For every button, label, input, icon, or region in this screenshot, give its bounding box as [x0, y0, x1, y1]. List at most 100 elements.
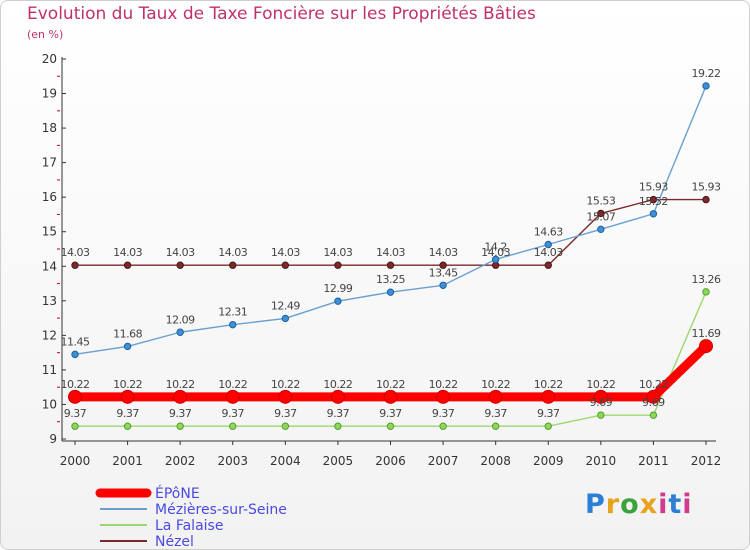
data-point: [386, 288, 395, 296]
data-label: 12.31: [218, 306, 247, 319]
x-tick-label: 2002: [165, 454, 196, 468]
data-point: [281, 314, 290, 323]
data-point: [488, 389, 503, 404]
data-label: 9.37: [432, 407, 455, 420]
data-point: [597, 411, 605, 419]
data-label: 15.53: [586, 194, 615, 207]
data-point: [229, 320, 237, 329]
data-label: 14.03: [481, 246, 510, 259]
y-tick-label: 14: [42, 259, 57, 273]
data-point: [334, 297, 342, 305]
x-tick-label: 2011: [638, 454, 669, 468]
data-point: [439, 422, 447, 430]
data-point: [439, 281, 447, 289]
data-label: 15.52: [639, 195, 668, 208]
data-point: [229, 261, 237, 269]
data-point: [649, 411, 658, 419]
data-point: [597, 225, 605, 234]
y-tick-label: 9: [49, 432, 57, 446]
data-point: [541, 389, 556, 404]
data-point: [176, 422, 184, 430]
data-label: 14.03: [166, 246, 195, 259]
data-label: 10.22: [166, 378, 195, 391]
data-label: 9.37: [116, 407, 139, 420]
y-tick-label: 19: [42, 87, 57, 101]
data-label: 15.93: [692, 181, 721, 194]
data-label: 10.22: [534, 378, 563, 391]
data-point: [120, 389, 135, 404]
data-label: 12.09: [166, 313, 195, 326]
data-label: 11.69: [692, 327, 721, 340]
data-label: 13.26: [692, 273, 721, 286]
y-tick-label: 10: [42, 397, 57, 411]
data-label: 13.25: [376, 273, 405, 286]
data-point: [173, 389, 188, 404]
data-label: 14.03: [218, 246, 247, 259]
data-point: [281, 422, 290, 430]
x-tick-label: 2012: [691, 454, 722, 468]
x-tick-label: 2006: [375, 454, 406, 468]
data-label: 10.22: [271, 378, 300, 391]
data-point: [229, 422, 237, 430]
data-point: [649, 210, 658, 218]
data-point: [439, 261, 447, 269]
data-label: 11.68: [113, 327, 142, 340]
data-label: 9.37: [274, 407, 297, 420]
data-point: [71, 350, 79, 359]
data-label: 9.69: [590, 396, 613, 409]
data-point: [544, 240, 552, 249]
data-label: 12.49: [271, 299, 300, 312]
data-label: 15.07: [586, 210, 615, 223]
y-tick-label: 17: [42, 156, 57, 170]
y-tick-label: 15: [42, 225, 57, 239]
x-tick-label: 2005: [323, 454, 354, 468]
data-label: 15.93: [639, 181, 668, 194]
data-label: 9.37: [327, 407, 350, 420]
x-tick-label: 2004: [270, 454, 301, 468]
data-label: 10.22: [113, 378, 142, 391]
data-point: [386, 261, 395, 269]
data-point: [278, 389, 293, 404]
data-point: [702, 195, 710, 204]
data-point: [383, 389, 398, 404]
data-point: [436, 389, 451, 404]
data-point: [123, 422, 132, 430]
data-label: 9.37: [484, 407, 507, 420]
data-label: 14.2: [484, 240, 507, 253]
data-label: 14.03: [376, 246, 405, 259]
data-label: 10.22: [323, 378, 352, 391]
proxiti-logo: Proxiti: [585, 489, 693, 520]
data-label: 9.69: [642, 396, 665, 409]
x-tick-label: 2008: [480, 454, 511, 468]
data-label: 10.22: [639, 378, 668, 391]
data-label: 19.22: [692, 67, 721, 80]
data-point: [646, 389, 661, 404]
data-point: [123, 261, 132, 269]
data-point: [544, 261, 552, 269]
x-tick-label: 2000: [60, 454, 91, 468]
data-label: 9.37: [64, 407, 87, 420]
data-label: 9.37: [169, 407, 192, 420]
y-tick-label: 20: [42, 52, 57, 66]
data-label: 11.45: [61, 335, 90, 348]
data-point: [225, 389, 240, 404]
data-label: 9.37: [537, 407, 560, 420]
data-point: [334, 422, 342, 430]
y-tick-label: 13: [42, 294, 57, 308]
data-point: [71, 261, 79, 269]
x-tick-label: 2007: [428, 454, 459, 468]
data-label: 10.22: [429, 378, 458, 391]
y-tick-label: 11: [42, 363, 57, 377]
logo-letter: t: [668, 489, 683, 520]
legend-label: Nézel: [155, 534, 194, 550]
chart-title: Evolution du Taux de Taxe Foncière sur l…: [27, 4, 536, 24]
data-point: [597, 209, 605, 218]
data-point: [491, 255, 500, 264]
legend-label: ÉPôNE: [155, 485, 200, 502]
data-point: [491, 422, 500, 430]
data-label: 10.22: [218, 378, 247, 391]
x-tick-label: 2001: [112, 454, 143, 468]
data-point: [702, 82, 710, 90]
data-point: [386, 422, 395, 430]
